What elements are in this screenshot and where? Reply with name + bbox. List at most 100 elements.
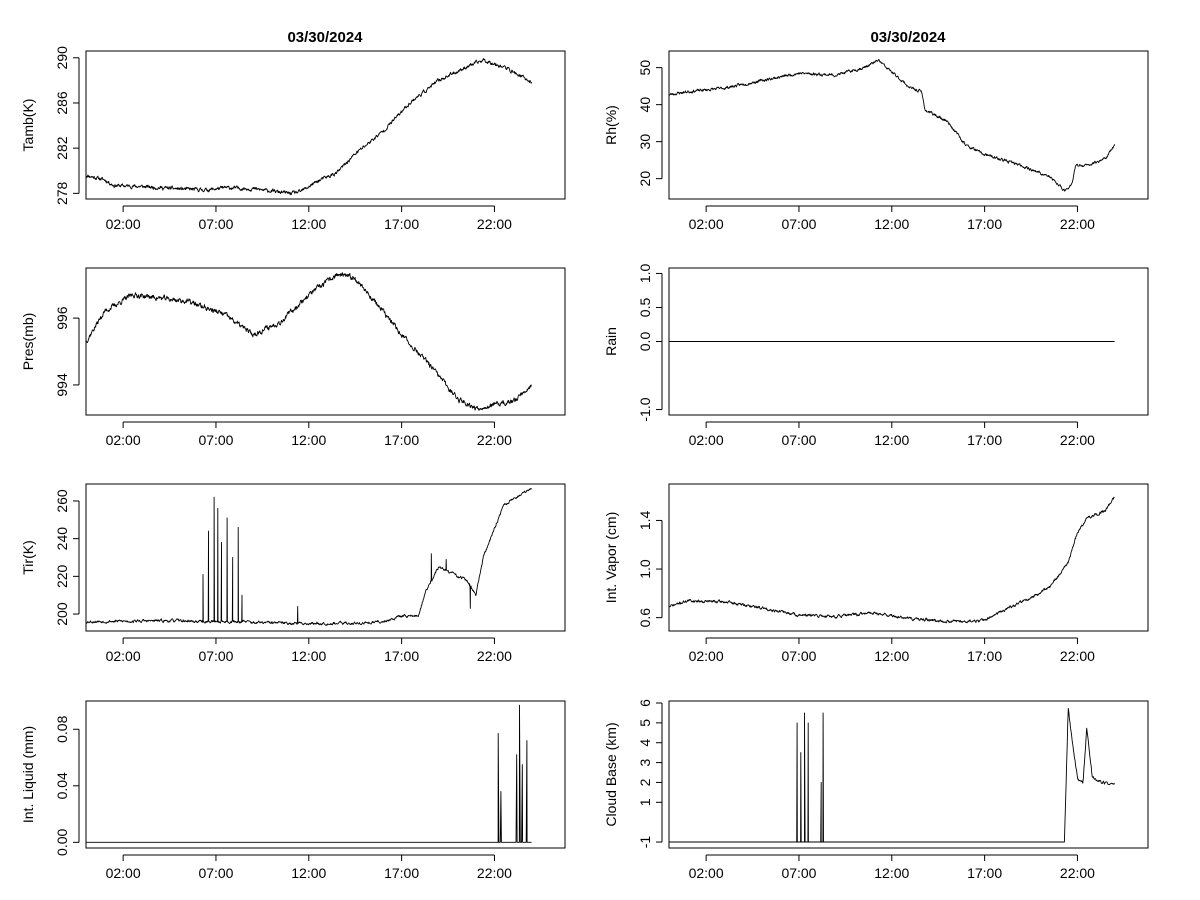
x-tick-label: 02:00 <box>689 432 724 448</box>
x-tick-label: 12:00 <box>874 432 909 448</box>
x-tick-label: 22:00 <box>1060 216 1095 232</box>
y-axis-label: Pres(mb) <box>20 313 36 371</box>
x-tick-label: 17:00 <box>967 216 1002 232</box>
y-tick-label: 5 <box>637 719 653 727</box>
plot-frame <box>85 483 566 632</box>
series-line-rh <box>668 59 1116 192</box>
series-line-vapor <box>668 496 1115 624</box>
y-tick-label: 994 <box>54 373 70 397</box>
y-tick-label: 220 <box>54 564 70 588</box>
x-tick-label: 12:00 <box>874 648 909 664</box>
x-tick-label: 02:00 <box>106 865 141 881</box>
x-tick-label: 22:00 <box>477 432 512 448</box>
y-tick-label: -1.0 <box>637 397 653 421</box>
y-tick-label: -1 <box>637 836 653 849</box>
x-tick-label: 02:00 <box>689 216 724 232</box>
plot-frame <box>668 483 1149 632</box>
panel-pres: 02:00 07:00 12:00 17:00 22:00 994 996 Pres(mb) <box>20 267 566 448</box>
x-tick-label: 07:00 <box>198 865 233 881</box>
y-tick-label: 260 <box>54 489 70 513</box>
y-tick-label: 30 <box>637 134 653 150</box>
y-tick-label: 1.0 <box>637 264 653 284</box>
left-column-title: 03/30/2024 <box>287 29 363 46</box>
series-line-tir <box>85 488 532 626</box>
y-tick-label: 282 <box>54 136 70 160</box>
y-tick-label: 1.4 <box>637 511 653 531</box>
y-tick-label: 1.0 <box>637 559 653 579</box>
y-tick-label: 0.5 <box>637 298 653 318</box>
series-line-tamb <box>85 58 533 196</box>
x-tick-label: 12:00 <box>291 648 326 664</box>
y-axis-label: Int. Vapor (cm) <box>603 512 619 604</box>
plot-frame <box>85 50 566 200</box>
y-tick-label: 290 <box>54 46 70 70</box>
y-axis-label: Int. Liquid (mm) <box>20 726 36 823</box>
plot-frame <box>85 700 566 849</box>
x-tick-label: 17:00 <box>967 865 1002 881</box>
y-tick-label: 200 <box>54 602 70 626</box>
y-tick-label: 3 <box>637 758 653 766</box>
y-tick-label: 2 <box>637 778 653 786</box>
x-tick-label: 17:00 <box>967 648 1002 664</box>
panel-vapor: 02:00 07:00 12:00 17:00 22:00 0.6 1.0 1.4 Int. V… <box>603 483 1149 664</box>
x-tick-label: 02:00 <box>106 648 141 664</box>
y-tick-label: 0.00 <box>54 829 70 856</box>
y-tick-label: 6 <box>637 699 653 707</box>
y-tick-label: 0.04 <box>54 772 70 799</box>
panel-liquid: 02:00 07:00 12:00 17:00 22:00 0.00 0.04 0.08 Int… <box>20 700 566 881</box>
y-axis-label: Rain <box>603 327 619 356</box>
x-tick-label: 07:00 <box>198 432 233 448</box>
y-tick-label: 50 <box>637 60 653 76</box>
x-tick-label: 12:00 <box>874 216 909 232</box>
panel-rain: 02:00 07:00 12:00 17:00 22:00 -1.0 0.0 0.5 1.0 Ra… <box>603 264 1149 448</box>
x-tick-label: 07:00 <box>198 648 233 664</box>
right-column-title: 03/30/2024 <box>870 29 946 46</box>
x-tick-label: 22:00 <box>477 865 512 881</box>
y-tick-label: 0.6 <box>637 608 653 628</box>
x-tick-label: 07:00 <box>198 216 233 232</box>
series-line-pres <box>85 272 532 411</box>
x-tick-label: 22:00 <box>1060 865 1095 881</box>
plot-frame <box>668 700 1149 849</box>
panel-tamb: 02:00 07:00 12:00 17:00 22:00 278 282 286 290 Tam… <box>20 46 566 232</box>
panel-rh: 02:00 07:00 12:00 17:00 22:00 20 30 40 50 Rh(%) <box>603 50 1149 232</box>
x-tick-label: 07:00 <box>781 432 816 448</box>
y-tick-label: 240 <box>54 527 70 551</box>
series-line-cloud <box>669 707 1115 843</box>
y-tick-label: 40 <box>637 97 653 113</box>
x-tick-label: 02:00 <box>106 216 141 232</box>
y-tick-label: 0.08 <box>54 715 70 742</box>
x-tick-label: 22:00 <box>1060 432 1095 448</box>
panel-tir: 02:00 07:00 12:00 17:00 22:00 200 220 240 260 Tir… <box>20 483 566 664</box>
x-tick-label: 17:00 <box>967 432 1002 448</box>
y-tick-label: 286 <box>54 91 70 115</box>
x-tick-label: 17:00 <box>384 216 419 232</box>
plot-frame <box>668 50 1149 200</box>
y-axis-label: Tir(K) <box>20 540 36 574</box>
y-axis-label: Tamb(K) <box>20 99 36 152</box>
x-tick-label: 07:00 <box>781 648 816 664</box>
x-tick-label: 22:00 <box>477 648 512 664</box>
x-tick-label: 17:00 <box>384 648 419 664</box>
y-tick-label: 20 <box>637 171 653 187</box>
x-tick-label: 12:00 <box>291 216 326 232</box>
x-tick-label: 12:00 <box>291 865 326 881</box>
y-tick-label: 278 <box>54 181 70 205</box>
x-tick-label: 07:00 <box>781 865 816 881</box>
x-tick-label: 07:00 <box>781 216 816 232</box>
y-tick-label: 4 <box>637 739 653 747</box>
y-tick-label: 996 <box>54 306 70 330</box>
y-tick-label: 1 <box>637 798 653 806</box>
x-tick-label: 12:00 <box>291 432 326 448</box>
x-tick-label: 02:00 <box>106 432 141 448</box>
x-tick-label: 22:00 <box>1060 648 1095 664</box>
x-tick-label: 02:00 <box>689 648 724 664</box>
x-tick-label: 17:00 <box>384 432 419 448</box>
x-tick-label: 17:00 <box>384 865 419 881</box>
series-line-liquid <box>86 704 532 843</box>
y-tick-label: 0.0 <box>637 332 653 352</box>
x-tick-label: 02:00 <box>689 865 724 881</box>
x-tick-label: 22:00 <box>477 216 512 232</box>
x-tick-label: 12:00 <box>874 865 909 881</box>
